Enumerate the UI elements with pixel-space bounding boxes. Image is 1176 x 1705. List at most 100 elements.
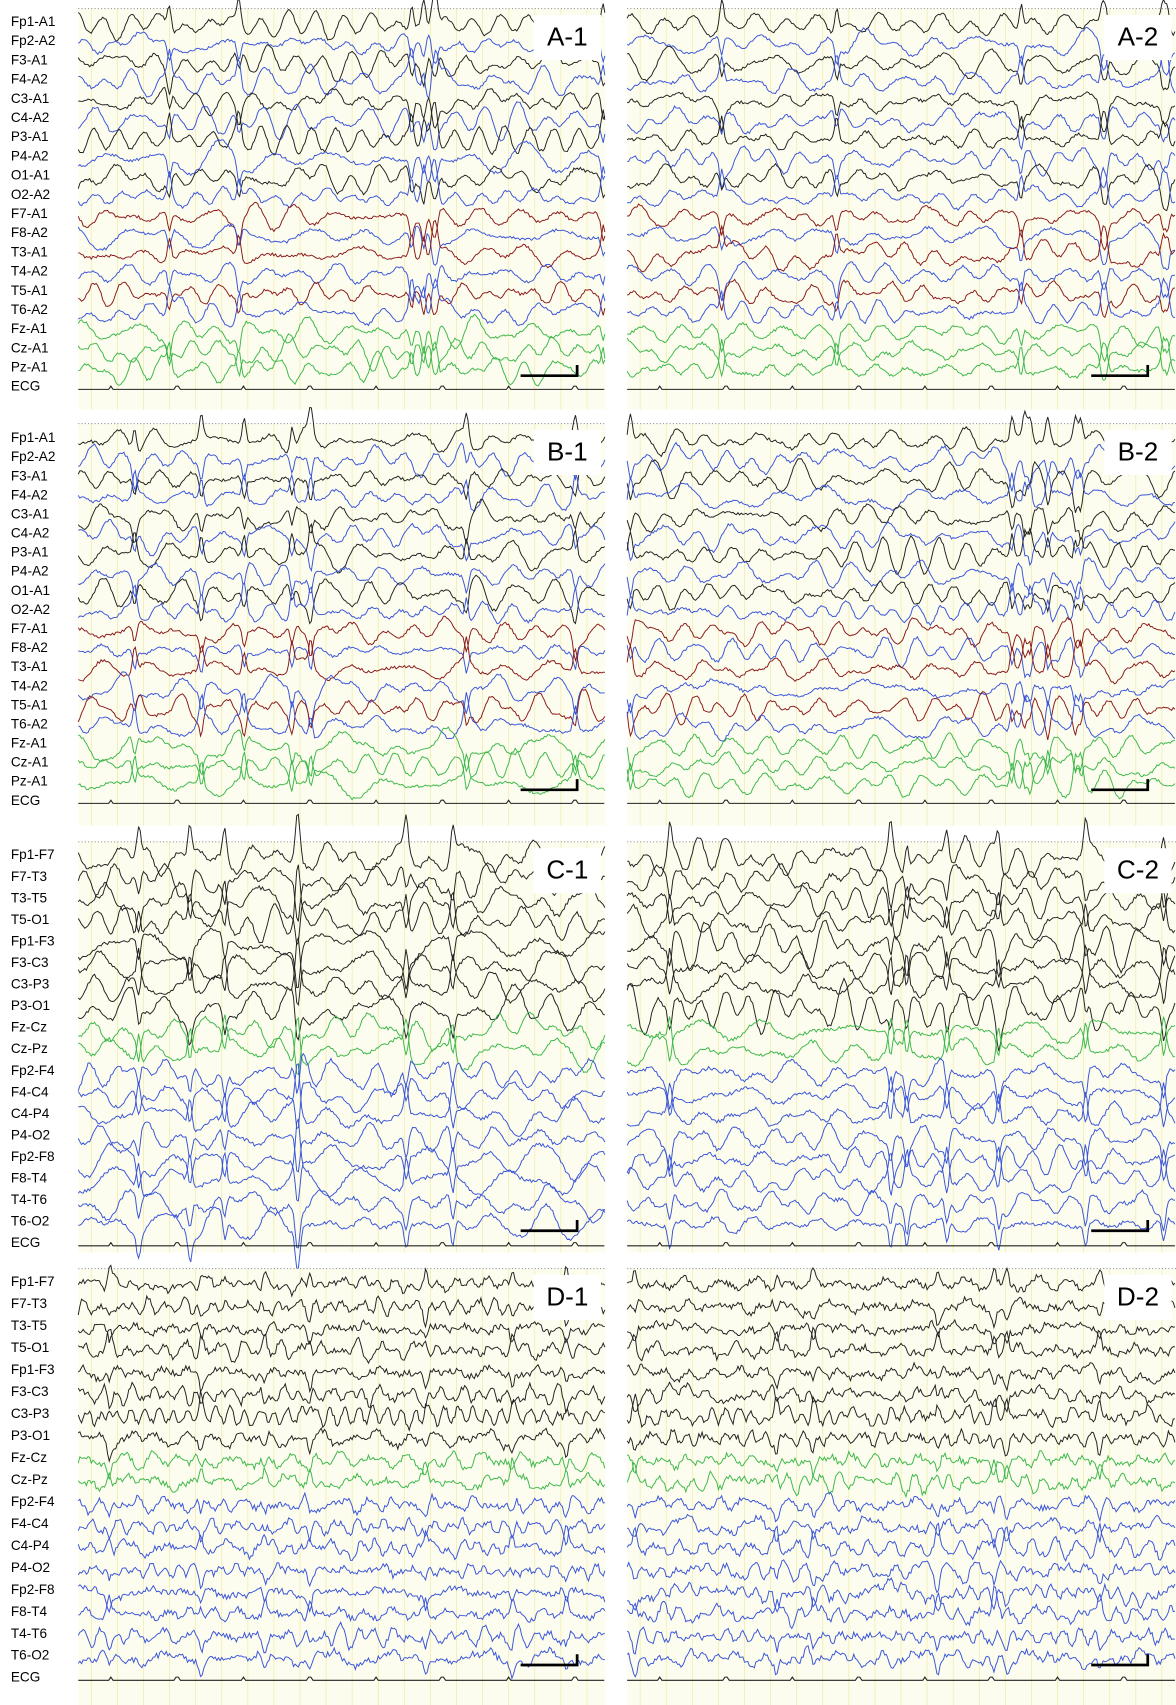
channel-label: F8-A2: [11, 225, 48, 240]
eeg-trace: [626, 1076, 1176, 1128]
ecg-trace: [78, 1676, 605, 1681]
channel-label: F7-T3: [11, 1296, 47, 1311]
channel-label: C3-P3: [11, 1406, 49, 1421]
eeg-trace: [78, 561, 606, 599]
eeg-trace: [77, 615, 606, 663]
scale-bar: [520, 1220, 579, 1233]
eeg-trace: [77, 0, 606, 42]
eeg-trace: [626, 692, 1176, 742]
scale-bar: [520, 779, 579, 792]
channel-label: F8-A2: [11, 640, 48, 655]
channel-label: Fz-Cz: [11, 1450, 47, 1465]
channel-label: P4-A2: [11, 564, 49, 579]
channel-label: O2-A2: [11, 602, 50, 617]
channel-label: P4-A2: [11, 149, 49, 164]
eeg-trace: [77, 281, 606, 316]
eeg-trace: [77, 1524, 606, 1561]
channel-label: Fp1-F3: [11, 1362, 55, 1377]
eeg-panel: D-1: [77, 1264, 606, 1705]
eeg-panel: B-2: [626, 409, 1176, 826]
channel-label: T5-A1: [11, 697, 48, 712]
eeg-trace: [77, 138, 606, 186]
channel-label: ECG: [11, 793, 40, 808]
channel-label: Fp2-F8: [11, 1582, 55, 1597]
eeg-trace: [626, 1626, 1176, 1655]
eeg-panel: C-2: [626, 816, 1176, 1253]
eeg-trace: [77, 1328, 606, 1365]
channel-label: C3-P3: [11, 977, 49, 992]
channel-label: Cz-Pz: [11, 1041, 48, 1056]
eeg-trace: [78, 86, 606, 129]
eeg-trace: [626, 1361, 1176, 1392]
eeg-trace: [77, 1118, 606, 1199]
eeg-trace: [626, 1513, 1176, 1549]
eeg-trace: [77, 949, 606, 1007]
eeg-trace: [626, 862, 1176, 909]
channel-label: Fp1-F7: [11, 1274, 55, 1289]
eeg-trace: [77, 522, 606, 574]
channel-label: Fp2-A2: [11, 33, 56, 48]
panel-label: A-2: [1118, 24, 1159, 52]
eeg-trace: [78, 518, 606, 573]
channel-label: C4-A2: [11, 526, 49, 541]
channel-label: T5-O1: [11, 912, 49, 927]
channel-label: F4-C4: [11, 1084, 49, 1099]
eeg-trace: [626, 1083, 1176, 1128]
ecg-trace: [78, 799, 605, 804]
ecg-trace: [627, 1676, 1175, 1681]
scale-bar: [1091, 1654, 1150, 1667]
eeg-trace: [626, 527, 1175, 576]
channel-label: Fz-A1: [11, 321, 47, 336]
eeg-trace: [77, 469, 605, 513]
eeg-trace: [77, 31, 606, 64]
channel-label: Fp1-F7: [11, 847, 55, 862]
channel-label: F7-T3: [11, 869, 47, 884]
panel-label: B-2: [1118, 439, 1159, 467]
eeg-trace: [626, 503, 1176, 541]
channel-label: C3-A1: [11, 91, 49, 106]
eeg-trace: [77, 582, 605, 625]
panel-label: C-2: [1117, 857, 1159, 885]
channel-label: Pz-A1: [11, 774, 48, 789]
eeg-trace: [626, 471, 1175, 511]
eeg-trace: [626, 1326, 1175, 1362]
eeg-panel: C-1: [77, 813, 606, 1269]
eeg-trace: [627, 224, 1176, 273]
eeg-trace: [77, 1294, 606, 1329]
channel-label: Pz-A1: [11, 360, 48, 375]
channel-label: ECG: [11, 1670, 40, 1685]
channel-label: T5-O1: [11, 1340, 49, 1355]
eeg-trace: [77, 1457, 606, 1493]
eeg-panel: A-2: [626, 0, 1176, 410]
eeg-trace: [77, 671, 605, 727]
eeg-trace: [626, 441, 1176, 492]
channel-label: O2-A2: [11, 187, 50, 202]
panel-label-box: [533, 430, 602, 476]
eeg-trace: [77, 983, 606, 1046]
eeg-trace: [626, 1584, 1176, 1630]
channel-label: C3-A1: [11, 507, 49, 522]
eeg-trace: [626, 1492, 1176, 1523]
eeg-panel: B-1: [77, 406, 606, 826]
eeg-trace: [626, 261, 1175, 302]
panel-label: B-1: [547, 439, 588, 467]
channel-label: C4-A2: [11, 110, 49, 125]
eeg-trace: [626, 105, 1176, 151]
eeg-trace: [77, 1121, 606, 1173]
channel-label: ECG: [11, 379, 40, 394]
channel-label: P3-O1: [11, 1428, 50, 1443]
channel-label: T4-A2: [11, 264, 48, 279]
eeg-trace: [77, 1182, 606, 1249]
eeg-trace: [626, 145, 1176, 190]
channel-label: T6-A2: [11, 302, 48, 317]
eeg-trace: [78, 643, 606, 674]
eeg-trace: [78, 406, 606, 454]
eeg-trace: [77, 1646, 605, 1680]
eeg-trace: [77, 1491, 605, 1519]
channel-label: P4-O2: [11, 1128, 50, 1143]
eeg-trace: [626, 335, 1176, 380]
eeg-trace: [626, 678, 1176, 715]
scale-bar: [1091, 779, 1150, 792]
eeg-trace: [77, 1319, 605, 1345]
